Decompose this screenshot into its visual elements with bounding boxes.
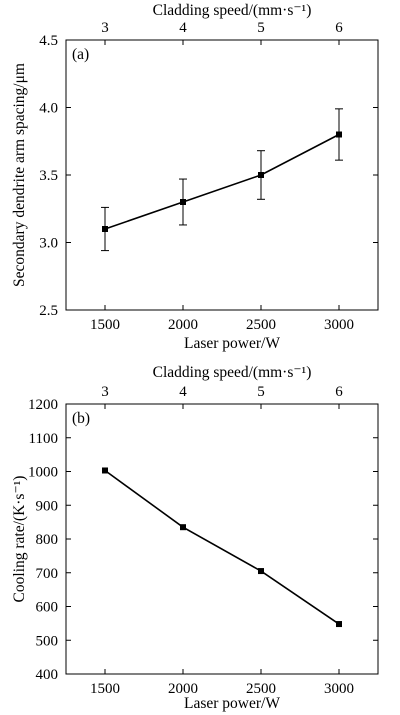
y-axis-label: Cooling rate/(K·s⁻¹) <box>11 476 28 603</box>
y-tick-label: 900 <box>36 498 59 514</box>
x2-tick-label: 6 <box>335 20 343 36</box>
data-point <box>102 467 108 474</box>
data-point <box>258 568 264 575</box>
panel-label: (b) <box>72 410 90 427</box>
y-tick-label: 500 <box>36 633 59 649</box>
y-tick-label: 600 <box>36 600 59 616</box>
x-tick-label: 1500 <box>90 681 120 697</box>
y-axis-label: Secondary dendrite arm spacing/μm <box>11 63 28 287</box>
x2-tick-label: 3 <box>101 20 109 36</box>
plot-frame <box>65 403 379 675</box>
panel-a: Cladding speed/(mm·s⁻¹) (a) Secondary de… <box>11 2 379 352</box>
x2-tick-label: 4 <box>179 20 187 36</box>
y-tick-label: 400 <box>36 667 59 683</box>
x2-tick-label: 4 <box>179 384 187 400</box>
y-tick-label: 4.5 <box>39 33 58 49</box>
data-point <box>336 131 342 138</box>
tick-group: 1500 3 2000 4 2500 5 3000 6 2.5 3.0 3.5 4.0 4.5 <box>39 20 378 333</box>
y-tick-label: 4.0 <box>39 101 58 117</box>
x-axis-label: Laser power/W <box>184 695 280 712</box>
y-tick-label: 700 <box>36 566 59 582</box>
x-axis-label: Laser power/W <box>184 335 280 352</box>
y-tick-label: 800 <box>36 532 59 548</box>
x-tick-label: 2500 <box>246 681 276 697</box>
plot-frame <box>65 39 379 311</box>
top-axis-label: Cladding speed/(mm·s⁻¹) <box>153 364 312 381</box>
x-tick-label: 3000 <box>324 317 354 333</box>
x-tick-label: 2000 <box>168 317 198 333</box>
x-tick-label: 3000 <box>324 681 354 697</box>
data-point <box>102 226 108 232</box>
x2-tick-label: 3 <box>101 384 109 400</box>
x2-tick-label: 5 <box>257 20 265 36</box>
data-point <box>258 172 264 178</box>
y-tick-label: 3.5 <box>39 168 58 184</box>
data-marks <box>101 108 343 252</box>
x-tick-label: 2500 <box>246 317 276 333</box>
data-marks <box>102 467 342 628</box>
y-tick-label: 1000 <box>28 465 58 481</box>
top-axis-label: Cladding speed/(mm·s⁻¹) <box>153 2 312 19</box>
y-tick-label: 3.0 <box>39 236 58 252</box>
x2-tick-label: 6 <box>335 384 343 400</box>
y-tick-label: 1200 <box>28 397 58 413</box>
x2-tick-label: 5 <box>257 384 265 400</box>
y-tick-label: 2.5 <box>39 303 58 319</box>
panel-label: (a) <box>72 46 89 63</box>
data-point <box>180 524 186 531</box>
data-point <box>336 621 342 628</box>
series-line <box>104 133 340 230</box>
data-point <box>180 199 186 205</box>
y-tick-label: 1100 <box>29 431 58 447</box>
tick-group: 1500 3 2000 4 2500 5 3000 6 400 500 600 700 800 900 10… <box>28 384 378 697</box>
series-line <box>104 469 340 625</box>
x-tick-label: 1500 <box>90 317 120 333</box>
x-tick-label: 2000 <box>168 681 198 697</box>
panel-b: Cladding speed/(mm·s⁻¹) (b) Cooling rate… <box>11 364 379 712</box>
